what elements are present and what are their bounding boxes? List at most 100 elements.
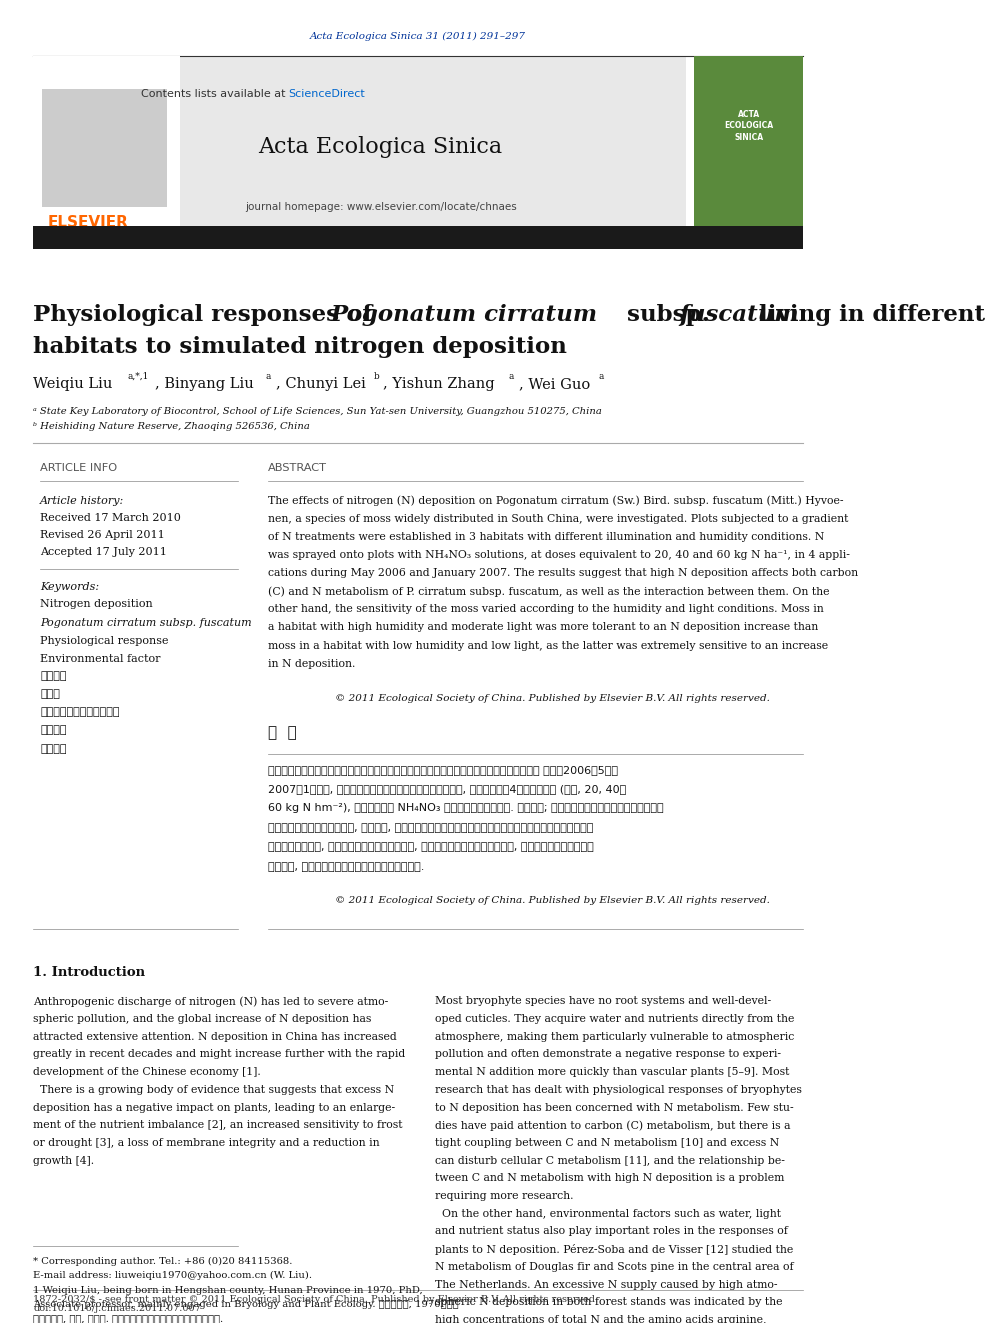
Text: 1 Weiqiu Liu, being born in Hengshan county, Hunan Province in 1970, PhD,: 1 Weiqiu Liu, being born in Hengshan cou… xyxy=(34,1286,424,1295)
Text: a: a xyxy=(509,372,514,381)
Text: The Netherlands. An excessive N supply caused by high atmo-: The Netherlands. An excessive N supply c… xyxy=(434,1279,778,1290)
Text: , Wei Guo: , Wei Guo xyxy=(519,377,590,392)
Text: high concentrations of total N and the amino acids arginine,: high concentrations of total N and the a… xyxy=(434,1315,767,1323)
Text: 山麻薇刺边小金发边露亚种: 山麻薇刺边小金发边露亚种 xyxy=(40,706,120,717)
Text: research that has dealt with physiological responses of bryophytes: research that has dealt with physiologic… xyxy=(434,1085,802,1095)
FancyBboxPatch shape xyxy=(34,57,180,229)
Text: Physiological responses of: Physiological responses of xyxy=(34,304,381,325)
Text: Pogonatum cirratum subsp. fuscatum: Pogonatum cirratum subsp. fuscatum xyxy=(40,618,252,627)
Text: 1872-2032/$ - see front matter © 2011 Ecological Society of China. Published by : 1872-2032/$ - see front matter © 2011 Ec… xyxy=(34,1295,598,1303)
Text: fuscatum: fuscatum xyxy=(680,304,799,325)
Text: Environmental factor: Environmental factor xyxy=(40,655,161,664)
Text: Anthropogenic discharge of nitrogen (N) has led to severe atmo-: Anthropogenic discharge of nitrogen (N) … xyxy=(34,996,389,1007)
Text: Accepted 17 July 2011: Accepted 17 July 2011 xyxy=(40,546,167,557)
Text: ACTA
ECOLOGICA
SINICA: ACTA ECOLOGICA SINICA xyxy=(724,110,773,142)
Text: moss in a habitat with low humidity and low light, as the latter was extremely s: moss in a habitat with low humidity and … xyxy=(268,640,827,651)
Text: can disturb cellular C metabolism [11], and the relationship be-: can disturb cellular C metabolism [11], … xyxy=(434,1156,785,1166)
Text: E-mail address: liuweiqiu1970@yahoo.com.cn (W. Liu).: E-mail address: liuweiqiu1970@yahoo.com.… xyxy=(34,1271,312,1281)
FancyBboxPatch shape xyxy=(42,89,168,208)
Text: Physiological response: Physiological response xyxy=(40,636,169,646)
Text: of N treatments were established in 3 habitats with different illumination and h: of N treatments were established in 3 ha… xyxy=(268,532,824,542)
FancyBboxPatch shape xyxy=(34,57,685,229)
Text: 摘  要: 摘 要 xyxy=(268,725,297,741)
Text: 关键词：: 关键词： xyxy=(40,672,66,681)
Text: journal homepage: www.elsevier.com/locate/chnaes: journal homepage: www.elsevier.com/locat… xyxy=(245,202,517,212)
Text: doi:10.1016/j.chnaes.2011.07.007: doi:10.1016/j.chnaes.2011.07.007 xyxy=(34,1304,201,1312)
Text: plants to N deposition. Pérez-Soba and de Visser [12] studied the: plants to N deposition. Pérez-Soba and d… xyxy=(434,1244,794,1254)
Text: oped cuticles. They acquire water and nutrients directly from the: oped cuticles. They acquire water and nu… xyxy=(434,1015,795,1024)
Text: cations during May 2006 and January 2007. The results suggest that high N deposi: cations during May 2006 and January 2007… xyxy=(268,568,858,578)
Text: ABSTRACT: ABSTRACT xyxy=(268,463,326,474)
FancyBboxPatch shape xyxy=(34,225,803,249)
Text: Weiqiu Liu: Weiqiu Liu xyxy=(34,377,113,392)
Text: Acta Ecologica Sinica: Acta Ecologica Sinica xyxy=(259,136,503,157)
Text: ment of the nutrient imbalance [2], an increased sensitivity to frost: ment of the nutrient imbalance [2], an i… xyxy=(34,1121,403,1130)
Text: Pogonatum cirratum: Pogonatum cirratum xyxy=(330,304,597,325)
Text: ELSEVIER: ELSEVIER xyxy=(48,216,129,230)
Text: nen, a species of moss widely distributed in South China, were investigated. Plo: nen, a species of moss widely distribute… xyxy=(268,513,848,524)
Text: a: a xyxy=(598,372,603,381)
Text: , Binyang Liu: , Binyang Liu xyxy=(155,377,254,392)
Text: 现出较明显的差异, 在高湿度及适度光照的条件下, 苔辞植物对于加氮的耐受力较强, 而在低湿度及高光照强度: 现出较明显的差异, 在高湿度及适度光照的条件下, 苔辞植物对于加氮的耐受力较强,… xyxy=(268,843,593,852)
Text: ᵃ State Key Laboratory of Biocontrol, School of Life Sciences, Sun Yat-sen Unive: ᵃ State Key Laboratory of Biocontrol, Sc… xyxy=(34,407,602,417)
Text: deposition has a negative impact on plants, leading to an enlarge-: deposition has a negative impact on plan… xyxy=(34,1102,396,1113)
Text: Acta Ecologica Sinica 31 (2011) 291–297: Acta Ecologica Sinica 31 (2011) 291–297 xyxy=(310,32,526,41)
Text: On the other hand, environmental factors such as water, light: On the other hand, environmental factors… xyxy=(434,1209,781,1218)
Text: dies have paid attention to carbon (C) metabolism, but there is a: dies have paid attention to carbon (C) m… xyxy=(434,1121,791,1131)
Text: 氮沉降: 氮沉降 xyxy=(40,688,61,699)
Text: a,*,1: a,*,1 xyxy=(127,372,149,381)
Text: spheric N deposition in both forest stands was indicated by the: spheric N deposition in both forest stan… xyxy=(434,1298,783,1307)
Text: 2007年1月期间, 在光照与湿度条件不同的三个生境设置样地, 各样地均设剠4个氮处理水平 (对照, 20, 40和: 2007年1月期间, 在光照与湿度条件不同的三个生境设置样地, 各样地均设剠4个… xyxy=(268,785,626,794)
Text: to N deposition has been concerned with N metabolism. Few stu-: to N deposition has been concerned with … xyxy=(434,1102,794,1113)
Text: a: a xyxy=(266,372,272,381)
Text: b: b xyxy=(374,372,380,381)
Text: growth [4].: growth [4]. xyxy=(34,1156,94,1166)
Text: other hand, the sensitivity of the moss varied according to the humidity and lig: other hand, the sensitivity of the moss … xyxy=(268,605,823,614)
Text: Contents lists available at: Contents lists available at xyxy=(141,90,289,99)
Text: ᵇ Heishiding Nature Reserve, Zhaoqing 526536, China: ᵇ Heishiding Nature Reserve, Zhaoqing 52… xyxy=(34,422,310,430)
Text: tight coupling between C and N metabolism [10] and excess N: tight coupling between C and N metabolis… xyxy=(434,1138,779,1148)
Text: Keywords:: Keywords: xyxy=(40,582,99,593)
Text: a habitat with high humidity and moderate light was more tolerant to an N deposi: a habitat with high humidity and moderat… xyxy=(268,623,817,632)
Text: 论文研究了华南地区广泛分布的山麻薇刺边小金发边露亚种在模拟氮沉降条件下的生理响应。 实验于2006年5月至: 论文研究了华南地区广泛分布的山麻薇刺边小金发边露亚种在模拟氮沉降条件下的生理响应… xyxy=(268,765,618,774)
Text: There is a growing body of evidence that suggests that excess N: There is a growing body of evidence that… xyxy=(34,1085,395,1095)
Text: 环境因子: 环境因子 xyxy=(40,744,66,754)
Text: living in different: living in different xyxy=(751,304,985,325)
Text: habitats to simulated nitrogen deposition: habitats to simulated nitrogen depositio… xyxy=(34,336,567,359)
Text: was sprayed onto plots with NH₄NO₃ solutions, at doses equivalent to 20, 40 and : was sprayed onto plots with NH₄NO₃ solut… xyxy=(268,550,849,560)
Text: subsp.: subsp. xyxy=(619,304,717,325)
Text: Revised 26 April 2011: Revised 26 April 2011 xyxy=(40,531,165,540)
Text: ScienceDirect: ScienceDirect xyxy=(289,90,365,99)
Text: Nitrogen deposition: Nitrogen deposition xyxy=(40,599,153,610)
Text: pollution and often demonstrate a negative response to experi-: pollution and often demonstrate a negati… xyxy=(434,1049,781,1060)
Text: spheric pollution, and the global increase of N deposition has: spheric pollution, and the global increa… xyxy=(34,1015,372,1024)
Text: Most bryophyte species have no root systems and well-devel-: Most bryophyte species have no root syst… xyxy=(434,996,771,1007)
Text: 60 kg N hm⁻²), 以一定浓度的 NH₄NO₃ 溶液分四次啤洒至样地. 结果表明; 高氮处理会对山麻薇刺边小金发边露亚: 60 kg N hm⁻²), 以一定浓度的 NH₄NO₃ 溶液分四次啤洒至样地.… xyxy=(268,803,664,814)
Text: in N deposition.: in N deposition. xyxy=(268,659,355,668)
Text: Associate professor, mainly engaged in Bryology and Plant Ecology. 刘威邠，女, 1970年生: Associate professor, mainly engaged in B… xyxy=(34,1301,459,1308)
Text: Article history:: Article history: xyxy=(40,496,124,505)
Text: tween C and N metabolism with high N deposition is a problem: tween C and N metabolism with high N dep… xyxy=(434,1174,785,1183)
Text: atmosphere, making them particularly vulnerable to atmospheric: atmosphere, making them particularly vul… xyxy=(434,1032,795,1041)
Text: * Corresponding author. Tel.: +86 (0)20 84115368.: * Corresponding author. Tel.: +86 (0)20 … xyxy=(34,1257,293,1266)
Text: and nutrient status also play important roles in the responses of: and nutrient status also play important … xyxy=(434,1226,788,1237)
Text: development of the Chinese economy [1].: development of the Chinese economy [1]. xyxy=(34,1068,261,1077)
Text: N metabolism of Douglas fir and Scots pine in the central area of: N metabolism of Douglas fir and Scots pi… xyxy=(434,1262,794,1271)
Text: ARTICLE INFO: ARTICLE INFO xyxy=(40,463,117,474)
Text: 湖南衡山县, 博士, 副教授. 主要从事苔辞学和植物生态学的研究工作.: 湖南衡山县, 博士, 副教授. 主要从事苔辞学和植物生态学的研究工作. xyxy=(34,1315,223,1323)
Text: 的条件下, 苔辞植物对于氮处理表现出极高的敏感性.: 的条件下, 苔辞植物对于氮处理表现出极高的敏感性. xyxy=(268,861,424,872)
Text: (C) and N metabolism of P. cirratum subsp. fuscatum, as well as the interaction : (C) and N metabolism of P. cirratum subs… xyxy=(268,586,829,597)
Text: or drought [3], a loss of membrane integrity and a reduction in: or drought [3], a loss of membrane integ… xyxy=(34,1138,380,1148)
Text: 1. Introduction: 1. Introduction xyxy=(34,966,146,979)
Text: © 2011 Ecological Society of China. Published by Elsevier B.V. All rights reserv: © 2011 Ecological Society of China. Publ… xyxy=(334,896,770,905)
Text: © 2011 Ecological Society of China. Published by Elsevier B.V. All rights reserv: © 2011 Ecological Society of China. Publ… xyxy=(334,695,770,704)
Text: Received 17 March 2010: Received 17 March 2010 xyxy=(40,513,181,523)
Text: , Yishun Zhang: , Yishun Zhang xyxy=(383,377,495,392)
FancyBboxPatch shape xyxy=(694,57,803,229)
Text: requiring more research.: requiring more research. xyxy=(434,1191,573,1201)
Text: The effects of nitrogen (N) deposition on Pogonatum cirratum (Sw.) Bird. subsp. : The effects of nitrogen (N) deposition o… xyxy=(268,496,843,507)
Text: 主调响应: 主调响应 xyxy=(40,725,66,736)
Text: mental N addition more quickly than vascular plants [5–9]. Most: mental N addition more quickly than vasc… xyxy=(434,1068,790,1077)
Text: , Chunyi Lei: , Chunyi Lei xyxy=(276,377,366,392)
Text: 种的砖、氮代谢造成显著影响, 另一方面, 苔辞植物对于模拟氮沉降的敏感性也随着光照与湿度条件的不同而表: 种的砖、氮代谢造成显著影响, 另一方面, 苔辞植物对于模拟氮沉降的敏感性也随着光… xyxy=(268,823,593,832)
